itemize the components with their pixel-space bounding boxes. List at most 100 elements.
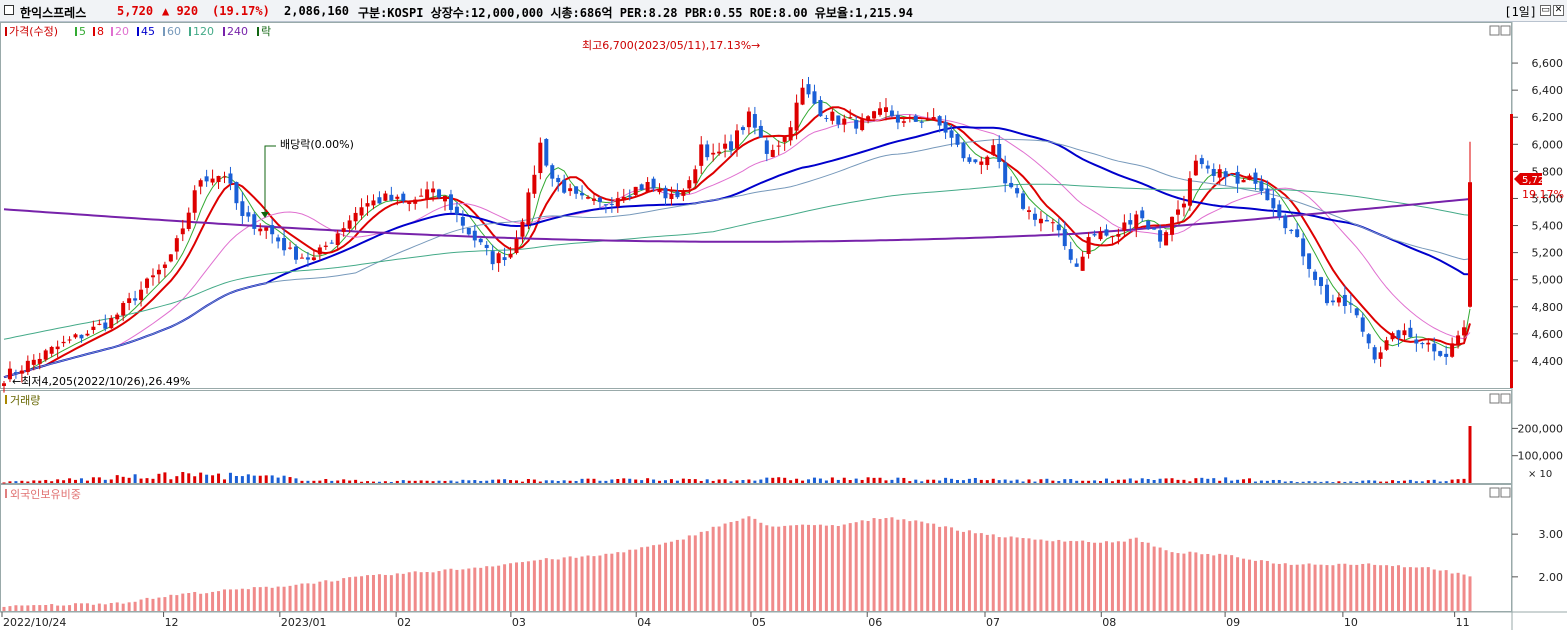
select-checkbox[interactable]	[4, 5, 14, 15]
candle	[1348, 294, 1353, 313]
foreign-bar	[479, 567, 483, 611]
candle	[991, 139, 996, 157]
candle	[782, 136, 787, 151]
foreign-bar	[1152, 546, 1156, 611]
period-selector[interactable]: [1일]	[1504, 5, 1537, 19]
foreign-bar	[681, 539, 685, 611]
volume-bar	[157, 473, 161, 483]
candle	[61, 335, 66, 347]
candle	[121, 301, 126, 322]
volume-bar	[1236, 479, 1240, 483]
foreign-bar	[1337, 563, 1341, 611]
foreign-bar	[580, 556, 584, 611]
volume-bar	[413, 480, 417, 483]
price-tick-label: 4,400	[1532, 355, 1564, 368]
candle	[961, 141, 966, 162]
restore-button[interactable]: ▭	[1540, 5, 1551, 16]
candle	[496, 251, 501, 272]
foreign-bar	[79, 603, 83, 611]
candle	[848, 109, 853, 119]
foreign-bar	[354, 576, 358, 611]
candle	[883, 98, 888, 121]
candle	[317, 244, 322, 261]
foreign-bar	[467, 568, 471, 611]
volume-bar	[109, 479, 113, 483]
volume-bar	[234, 475, 238, 483]
foreign-bar	[425, 572, 429, 611]
foreign-bar	[276, 586, 280, 611]
foreign-bar	[723, 523, 727, 611]
foreign-bar	[377, 574, 381, 611]
candle	[562, 174, 567, 194]
candle	[204, 169, 209, 187]
volume-bar	[1367, 480, 1371, 483]
foreign-bar	[515, 562, 519, 611]
candle	[162, 261, 167, 278]
candle	[1420, 341, 1425, 349]
foreign-bar	[920, 521, 924, 611]
foreign-bar	[812, 525, 816, 611]
volume-bar	[240, 476, 244, 483]
price-panel-buttons[interactable]	[1489, 25, 1511, 36]
volume-bar	[824, 480, 828, 483]
candle	[85, 330, 90, 337]
volume-bar	[79, 478, 83, 483]
candle	[37, 352, 42, 370]
foreign-bar	[1212, 555, 1216, 611]
volume-bar	[1128, 478, 1132, 483]
candle	[1175, 200, 1180, 224]
foreign-bar	[199, 593, 203, 611]
date-tick-label: 12	[165, 616, 179, 629]
volume-bar	[258, 475, 262, 483]
foreign-bar	[121, 603, 125, 611]
foreign-bar	[592, 556, 596, 611]
candle	[192, 185, 197, 221]
foreign-bar	[449, 568, 453, 611]
foreign-bar	[252, 587, 256, 611]
candle	[97, 319, 102, 326]
foreign-bar	[1116, 541, 1120, 611]
foreign-bar	[1218, 553, 1222, 611]
foreign-bar	[979, 533, 983, 611]
candle	[949, 124, 954, 147]
foreign-bar	[312, 583, 316, 611]
foreign-bar	[860, 520, 864, 611]
foreign-bar	[753, 518, 757, 611]
candle	[866, 115, 871, 124]
date-tick-label: 06	[868, 616, 882, 629]
candle	[478, 237, 483, 245]
candle	[1068, 241, 1073, 264]
volume-bar	[675, 480, 679, 483]
close-button[interactable]: ✕	[1553, 5, 1564, 16]
foreign-panel-title: 외국인보유비중	[10, 488, 81, 501]
candle	[1187, 171, 1192, 211]
foreign-panel-buttons[interactable]	[1489, 487, 1511, 498]
volume-bar	[723, 479, 727, 483]
foreign-bar	[222, 589, 226, 611]
candle	[73, 333, 78, 339]
volume-bar	[1456, 479, 1460, 483]
foreign-bar	[491, 566, 495, 611]
volume-panel-buttons[interactable]	[1489, 393, 1511, 404]
foreign-bar	[1182, 553, 1186, 611]
candle	[484, 241, 489, 256]
foreign-bar	[348, 577, 352, 611]
foreign-bar	[1319, 564, 1323, 611]
foreign-bar	[1063, 541, 1067, 611]
volume-bar	[526, 479, 530, 483]
volume-bar	[973, 477, 977, 483]
foreign-bar	[759, 522, 763, 611]
volume-bar	[193, 476, 197, 483]
candle	[282, 229, 287, 256]
volume-bar	[687, 479, 691, 483]
candle	[294, 244, 299, 264]
volume-bar	[520, 481, 524, 483]
volume-bar	[568, 480, 572, 483]
foreign-bar	[1122, 541, 1126, 611]
foreign-bar	[187, 593, 191, 611]
foreign-bar	[544, 558, 548, 611]
volume-bar	[1319, 481, 1323, 483]
candle	[1140, 206, 1145, 222]
foreign-bar	[91, 604, 95, 611]
foreign-bar	[1444, 570, 1448, 611]
